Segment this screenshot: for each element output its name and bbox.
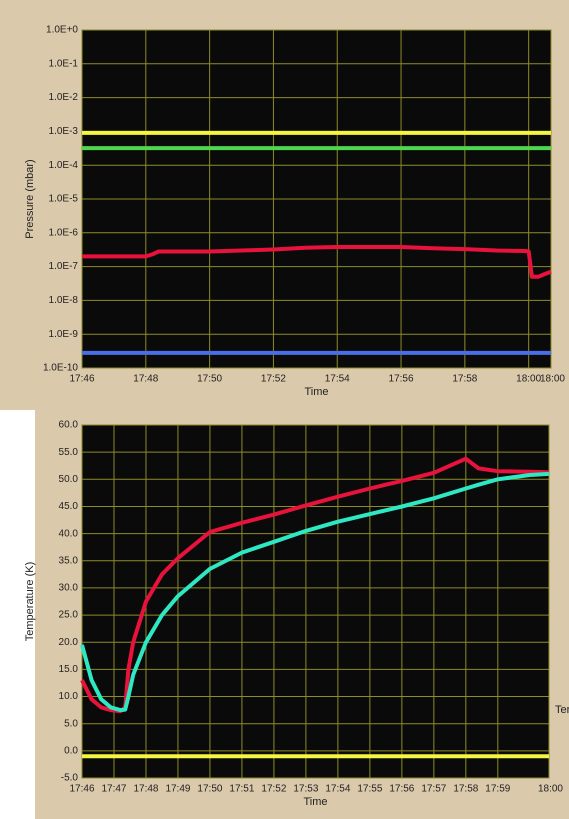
x-tick-label: 17:50 bbox=[197, 374, 222, 385]
y-tick-label: -5.0 bbox=[61, 773, 79, 784]
x-tick-label: 17:50 bbox=[197, 784, 222, 795]
x-tick-label: 17:53 bbox=[293, 784, 318, 795]
x-tick-label: 17:47 bbox=[101, 784, 126, 795]
x-tick-label: 17:54 bbox=[325, 374, 350, 385]
y-tick-label: 1.0E-9 bbox=[49, 329, 79, 340]
x-tick-label: 17:52 bbox=[261, 784, 286, 795]
series-line bbox=[82, 245, 552, 279]
x-tick-label: 17:52 bbox=[261, 374, 286, 385]
y-tick-label: 1.0E-3 bbox=[49, 126, 79, 137]
x-tick-label: 18:00 bbox=[538, 784, 563, 795]
x-tick-label: 18:00 bbox=[516, 374, 541, 385]
y-tick-label: 35.0 bbox=[59, 555, 79, 566]
x-tick-label: 17:49 bbox=[165, 784, 190, 795]
y-tick-label: 0.0 bbox=[64, 745, 78, 756]
x-tick-label: 17:59 bbox=[485, 784, 510, 795]
y-tick-label: 15.0 bbox=[59, 664, 79, 675]
y-tick-label: 1.0E-8 bbox=[49, 295, 79, 306]
y-tick-label: 60.0 bbox=[59, 420, 79, 431]
x-tick-label: 17:58 bbox=[452, 374, 477, 385]
x-tick-label: 17:54 bbox=[325, 784, 350, 795]
x-tick-label: 18:00 bbox=[540, 374, 565, 385]
x-axis-title: Time bbox=[304, 386, 328, 398]
y-tick-label: 1.0E-10 bbox=[43, 363, 78, 374]
legend-text: Ter bbox=[555, 704, 569, 716]
x-tick-label: 17:46 bbox=[69, 784, 94, 795]
y-tick-label: 50.0 bbox=[59, 474, 79, 485]
x-tick-label: 17:55 bbox=[357, 784, 382, 795]
y-tick-label: 1.0E-4 bbox=[49, 160, 79, 171]
x-tick-label: 17:57 bbox=[421, 784, 446, 795]
y-axis-title: Temperature (K) bbox=[24, 562, 36, 641]
y-tick-label: 45.0 bbox=[59, 501, 79, 512]
y-tick-label: 1.0E-2 bbox=[49, 92, 79, 103]
y-tick-label: 1.0E-5 bbox=[49, 194, 79, 205]
x-tick-label: 17:58 bbox=[453, 784, 478, 795]
x-tick-label: 17:56 bbox=[389, 784, 414, 795]
x-tick-label: 17:56 bbox=[389, 374, 414, 385]
y-tick-label: 25.0 bbox=[59, 610, 79, 621]
y-tick-label: 1.0E-1 bbox=[49, 58, 79, 69]
y-tick-label: 10.0 bbox=[59, 691, 79, 702]
plot-area bbox=[81, 424, 550, 779]
y-tick-label: 40.0 bbox=[59, 528, 79, 539]
x-axis-title: Time bbox=[303, 796, 327, 808]
y-tick-label: 30.0 bbox=[59, 583, 79, 594]
y-tick-label: 5.0 bbox=[64, 718, 78, 729]
series-line bbox=[80, 471, 550, 713]
y-tick-label: 1.0E-6 bbox=[49, 227, 79, 238]
y-tick-label: 55.0 bbox=[59, 447, 79, 458]
x-tick-label: 17:51 bbox=[229, 784, 254, 795]
x-tick-label: 17:48 bbox=[133, 784, 158, 795]
y-tick-label: 1.0E+0 bbox=[46, 25, 78, 36]
x-tick-label: 17:48 bbox=[133, 374, 158, 385]
y-axis-title: Pressure (mbar) bbox=[24, 159, 36, 238]
x-tick-label: 17:46 bbox=[69, 374, 94, 385]
y-tick-label: 20.0 bbox=[59, 637, 79, 648]
y-tick-label: 1.0E-7 bbox=[49, 261, 79, 272]
